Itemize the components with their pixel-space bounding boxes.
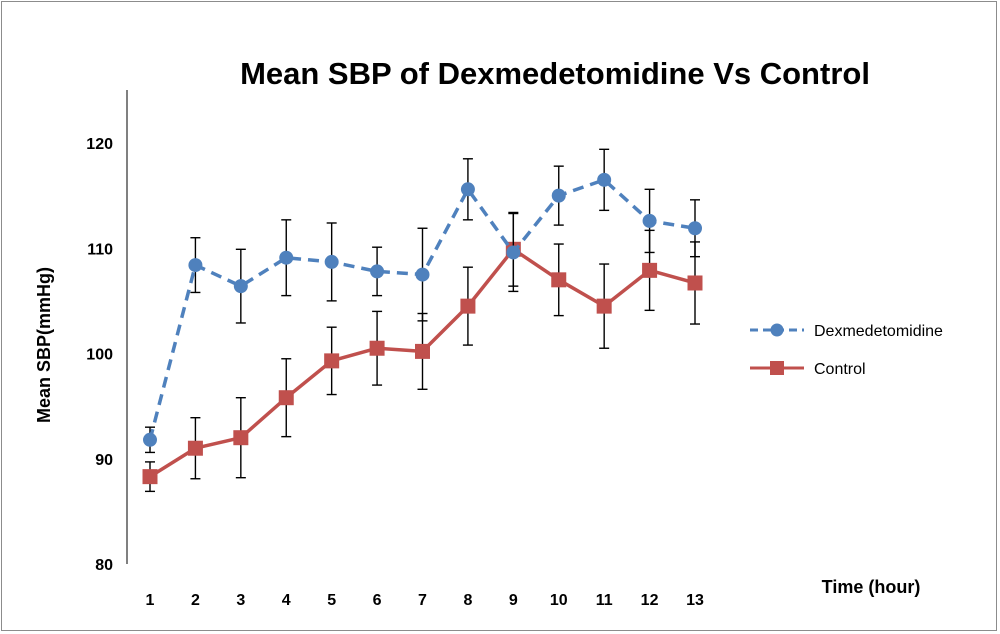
y-tick-label: 110 (87, 241, 113, 258)
x-tick-label: 1 (146, 592, 155, 609)
series-dexmedetomidine (143, 148, 702, 454)
y-tick-label: 90 (95, 452, 113, 469)
x-tick-label: 2 (191, 592, 200, 609)
data-point (369, 340, 385, 356)
x-tick-label: 13 (686, 592, 704, 609)
data-point (687, 275, 703, 291)
x-tick-label: 4 (282, 592, 291, 609)
y-axis-label: Mean SBP(mmHg) (34, 267, 54, 423)
data-point (642, 213, 657, 228)
data-point (278, 390, 294, 406)
data-point (415, 343, 430, 359)
data-point (324, 254, 339, 269)
legend-marker-dexmedetomidine (770, 323, 784, 337)
data-point (415, 267, 430, 282)
data-point (688, 221, 702, 236)
data-point (187, 440, 203, 456)
legend-item-dexmedetomidine: Dexmedetomidine (750, 323, 943, 340)
x-tick-label: 9 (509, 592, 518, 609)
plot-area (142, 148, 703, 493)
data-point (506, 245, 521, 260)
x-tick-label: 6 (373, 592, 382, 609)
data-point (188, 258, 203, 273)
data-point (597, 172, 612, 187)
data-point (143, 432, 157, 447)
y-tick-label: 80 (95, 557, 113, 574)
legend-item-control: Control (750, 361, 866, 378)
x-tick-label: 8 (463, 592, 472, 609)
x-tick-label: 5 (327, 592, 336, 609)
x-axis-label: Time (hour) (822, 577, 921, 597)
data-point (233, 279, 248, 294)
data-point (279, 250, 294, 265)
data-point (460, 298, 476, 314)
y-tick-labels: 80 90 100 110 120 (86, 136, 113, 574)
y-tick-label: 120 (86, 136, 113, 153)
x-tick-label: 12 (641, 592, 659, 609)
data-point (551, 188, 566, 203)
x-tick-label: 3 (236, 592, 245, 609)
data-point (324, 353, 340, 369)
data-point (233, 430, 249, 446)
chart-title: Mean SBP of Dexmedetomidine Vs Control (240, 56, 870, 91)
legend-marker-control (770, 361, 784, 375)
data-point (370, 264, 385, 279)
x-tick-label: 11 (596, 592, 613, 609)
data-point (142, 469, 158, 485)
data-point (460, 182, 475, 197)
data-point (596, 298, 612, 314)
x-tick-label: 7 (418, 592, 427, 609)
y-tick-label: 100 (86, 347, 113, 364)
legend-label-dexmedetomidine: Dexmedetomidine (814, 323, 943, 340)
legend-label-control: Control (814, 361, 866, 378)
data-point (551, 272, 567, 288)
x-tick-labels: 1 2 3 4 5 6 7 8 9 10 11 12 13 (146, 592, 704, 609)
x-tick-label: 10 (550, 592, 568, 609)
data-point (642, 262, 658, 278)
legend: Dexmedetomidine Control (750, 323, 943, 378)
